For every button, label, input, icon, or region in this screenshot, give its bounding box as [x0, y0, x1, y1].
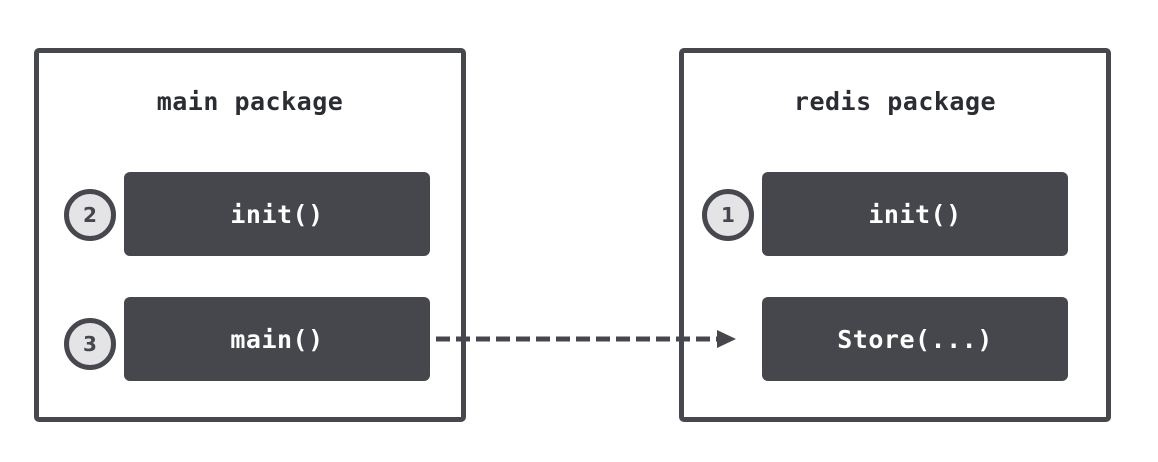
arrow-head-icon [717, 330, 736, 348]
main-init-function-label: init() [230, 199, 324, 229]
main-main-function-label: main() [230, 324, 324, 354]
main-init-function-box: init() [124, 172, 430, 256]
step-number-badge: 2 [64, 189, 116, 241]
redis-store-function-label: Store(...) [837, 324, 993, 354]
redis-package-title: redis package [793, 87, 997, 116]
main-main-function-box: main() [124, 297, 430, 381]
main-package-title: main package [156, 87, 344, 116]
redis-init-function-label: init() [868, 199, 962, 229]
redis-init-function-box: init() [762, 172, 1068, 256]
step-number-badge: 3 [64, 318, 116, 370]
step-number-badge: 1 [702, 189, 754, 241]
redis-store-function-box: Store(...) [762, 297, 1068, 381]
